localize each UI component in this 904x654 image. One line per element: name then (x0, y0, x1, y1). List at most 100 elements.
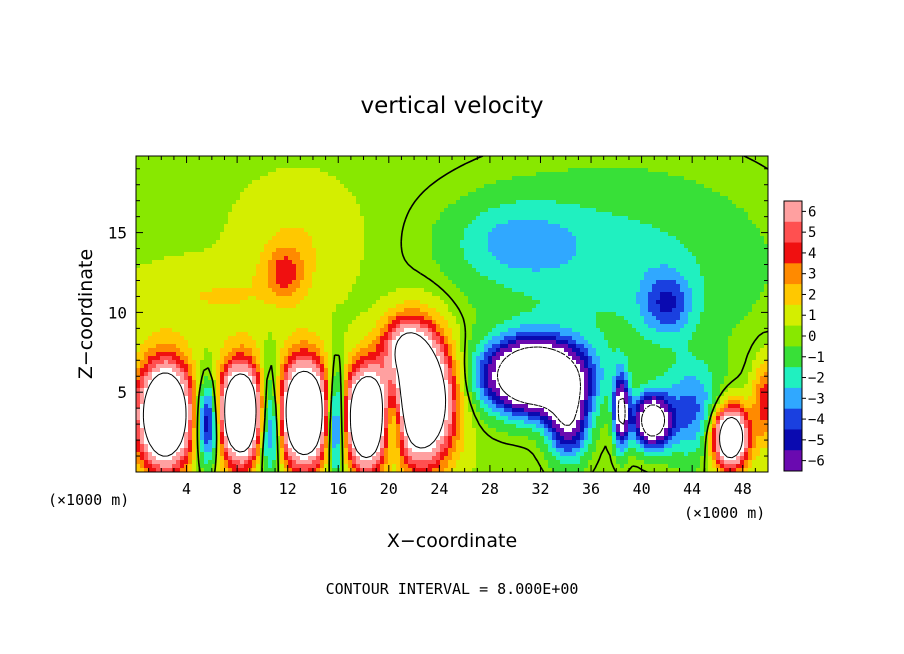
heatmap-cell (436, 260, 441, 265)
heatmap-cell (640, 268, 645, 273)
heatmap-cell (136, 208, 141, 213)
heatmap-cell (192, 196, 197, 201)
heatmap-cell (760, 180, 765, 185)
heatmap-cell (620, 192, 625, 197)
heatmap-cell (412, 276, 417, 281)
heatmap-cell (464, 208, 469, 213)
heatmap-cell (344, 256, 349, 261)
heatmap-cell (356, 280, 361, 285)
heatmap-cell (160, 252, 165, 257)
heatmap-cell (136, 268, 141, 273)
heatmap-cell (600, 244, 605, 249)
heatmap-cell (152, 212, 157, 217)
heatmap-cell (744, 176, 749, 181)
heatmap-cell (232, 272, 237, 277)
heatmap-cell (572, 180, 577, 185)
heatmap-cell (536, 172, 541, 177)
heatmap-cell (304, 272, 309, 277)
heatmap-cell (176, 248, 181, 253)
heatmap-cell (668, 264, 673, 269)
heatmap-cell (676, 248, 681, 253)
heatmap-cell (756, 212, 761, 217)
heatmap-cell (644, 220, 649, 225)
heatmap-cell (608, 172, 613, 177)
heatmap-cell (500, 276, 505, 281)
heatmap-cell (648, 212, 653, 217)
heatmap-cell (416, 264, 421, 269)
heatmap-cell (644, 204, 649, 209)
heatmap-cell (588, 248, 593, 253)
heatmap-cell (576, 196, 581, 201)
heatmap-cell (216, 256, 221, 261)
heatmap-cell (428, 276, 433, 281)
heatmap-cell (356, 268, 361, 273)
heatmap-cell (760, 260, 765, 265)
heatmap-cell (600, 232, 605, 237)
heatmap-cell (704, 248, 709, 253)
heatmap-cell (336, 236, 341, 241)
heatmap-cell (528, 256, 533, 261)
heatmap-cell (228, 280, 233, 285)
heatmap-cell (720, 240, 725, 245)
heatmap-cell (632, 212, 637, 217)
heatmap-cell (324, 188, 329, 193)
heatmap-cell (648, 260, 653, 265)
heatmap-cell (252, 216, 257, 221)
heatmap-cell (676, 236, 681, 241)
heatmap-cell (140, 208, 145, 213)
heatmap-cell (420, 232, 425, 237)
heatmap-cell (144, 272, 149, 277)
heatmap-cell (296, 208, 301, 213)
heatmap-cell (552, 260, 557, 265)
heatmap-cell (216, 164, 221, 169)
heatmap-cell (452, 180, 457, 185)
heatmap-cell (576, 188, 581, 193)
heatmap-cell (308, 180, 313, 185)
heatmap-cell (360, 188, 365, 193)
heatmap-cell (400, 208, 405, 213)
heatmap-cell (160, 164, 165, 169)
heatmap-cell (696, 220, 701, 225)
heatmap-cell (208, 252, 213, 257)
heatmap-cell (268, 240, 273, 245)
heatmap-cell (612, 232, 617, 237)
heatmap-cell (756, 184, 761, 189)
heatmap-cell (752, 168, 757, 173)
heatmap-cell (412, 224, 417, 229)
heatmap-cell (608, 216, 613, 221)
heatmap-cell (608, 196, 613, 201)
heatmap-cell (708, 272, 713, 277)
heatmap-cell (340, 184, 345, 189)
heatmap-cell (328, 264, 333, 269)
heatmap-cell (212, 236, 217, 241)
heatmap-cell (272, 240, 277, 245)
heatmap-cell (288, 168, 293, 173)
heatmap-cell (680, 232, 685, 237)
heatmap-cell (584, 172, 589, 177)
heatmap-cell (252, 192, 257, 197)
heatmap-cell (404, 164, 409, 169)
heatmap-cell (652, 248, 657, 253)
heatmap-cell (604, 188, 609, 193)
heatmap-cell (500, 248, 505, 253)
heatmap-cell (232, 264, 237, 269)
heatmap-cell (224, 196, 229, 201)
heatmap-cell (404, 240, 409, 245)
heatmap-cell (740, 268, 745, 273)
heatmap-cell (352, 224, 357, 229)
heatmap-cell (620, 236, 625, 241)
heatmap-cell (580, 232, 585, 237)
heatmap-cell (688, 240, 693, 245)
heatmap-cell (636, 272, 641, 277)
heatmap-cell (140, 188, 145, 193)
heatmap-cell (648, 204, 653, 209)
heatmap-cell (216, 248, 221, 253)
heatmap-cell (148, 244, 153, 249)
heatmap-cell (624, 192, 629, 197)
heatmap-cell (504, 280, 509, 285)
heatmap-cell (176, 280, 181, 285)
heatmap-cell (540, 160, 545, 165)
heatmap-cell (712, 184, 717, 189)
heatmap-cell (480, 216, 485, 221)
heatmap-cell (168, 208, 173, 213)
